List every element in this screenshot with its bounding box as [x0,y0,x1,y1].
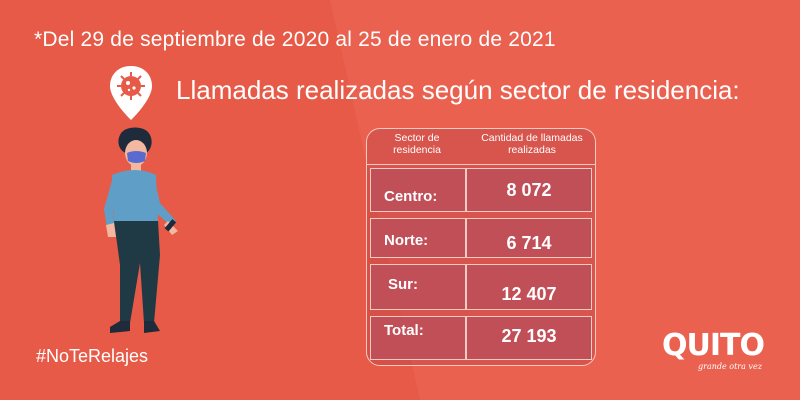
quito-logo: QUITO grande otra vez [662,330,774,382]
table-row-sector: Norte: [384,232,429,249]
table-divider [366,164,596,165]
logo-tagline: grande otra vez [698,362,762,371]
page-title: Llamadas realizadas según sector de resi… [176,75,740,105]
table-row-sector: Total: [384,322,424,339]
table-row-sector: Centro: [384,188,438,205]
date-range-note: *Del 29 de septiembre de 2020 al 25 de e… [34,28,556,51]
row-label-cell [370,316,466,360]
calls-table: Sector de residencia Cantidad de llamada… [366,128,598,368]
row-value-cell [466,218,592,258]
table-row-value: 6 714 [506,233,552,253]
virus-icon [117,72,145,100]
table-row-sector: Sur: [388,276,418,293]
hashtag: #NoTeRelajes [36,346,149,366]
logo-wordmark: QUITO [662,328,765,363]
table-header-calls: Cantidad de llamadas realizadas [481,132,583,156]
table-row-value: 8 072 [506,180,552,200]
row-value-cell [466,316,592,360]
person-illustration [104,127,178,333]
table-header-sector: Sector de residencia [393,132,441,156]
row-value-cell [466,168,592,212]
table-row-value: 27 193 [501,326,557,346]
row-label-cell [370,168,466,212]
location-pin-icon [110,66,152,120]
row-label-cell [370,264,466,310]
table-row-value: 12 407 [501,284,557,304]
row-value-cell [466,264,592,310]
row-label-cell [370,218,466,258]
